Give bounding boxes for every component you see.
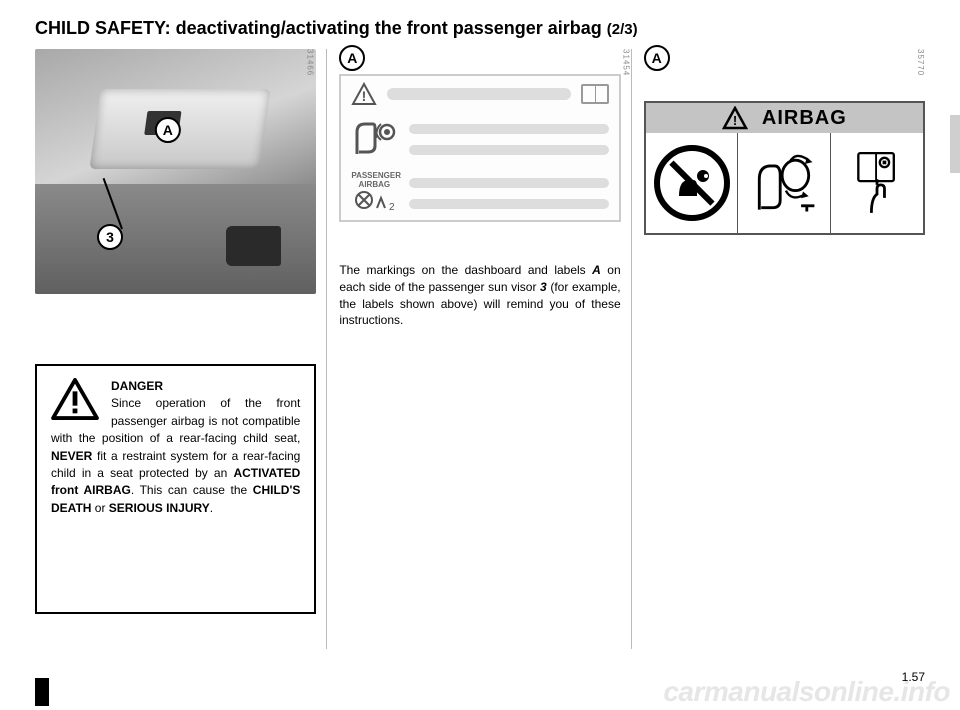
- column-2-body-text: The markings on the dashboard and labels…: [339, 262, 620, 329]
- dashboard-label-diagram: !: [339, 74, 620, 222]
- child-seat-icon: [351, 118, 397, 160]
- airbag-header-text: AIRBAG: [762, 107, 847, 130]
- image-number-col1: 31466: [305, 49, 314, 76]
- airbag-warning-icon: !: [722, 106, 748, 130]
- page-title-main: CHILD SAFETY: deactivating/activating th…: [35, 18, 607, 38]
- svg-text:2: 2: [389, 202, 395, 212]
- circle-marker-a-col3: A: [644, 45, 670, 71]
- circle-marker-a: A: [155, 117, 181, 143]
- danger-warning-box: DANGER Since operation of the front pass…: [35, 364, 316, 614]
- col2-marker-a: A: [339, 45, 365, 71]
- text-placeholder-line: [409, 124, 608, 134]
- diagram-row-2: PASSENGER AIRBAG 2: [341, 166, 618, 220]
- column-3: A 35770 ! AIRBAG: [644, 49, 925, 649]
- sun-visor: A: [89, 89, 270, 169]
- car-door-area: [35, 184, 316, 294]
- page-title-sub: (2/3): [607, 21, 638, 38]
- marker-a-text-col2: A: [347, 50, 357, 66]
- column-1: 31466 A 3: [35, 49, 327, 649]
- diagram-text-bar: [387, 88, 570, 100]
- side-tab: [950, 115, 960, 173]
- image-number-col3: 35770: [916, 49, 925, 76]
- text-placeholder-line: [409, 178, 608, 188]
- diagram-lines-2: [409, 172, 608, 214]
- circle-marker-3: 3: [97, 224, 123, 250]
- airbag-panel-header: ! AIRBAG: [646, 103, 923, 133]
- small-warning-icon: !: [351, 82, 377, 106]
- passenger-airbag-icon: PASSENGER AIRBAG 2: [351, 172, 397, 214]
- passenger-airbag-label: PASSENGER AIRBAG: [351, 172, 397, 190]
- marker-a-text: A: [163, 122, 173, 138]
- text-placeholder-line: [409, 199, 608, 209]
- side-mirror: [226, 226, 281, 266]
- column-2: A 31454 !: [339, 49, 631, 649]
- page-title-row: CHILD SAFETY: deactivating/activating th…: [35, 18, 925, 39]
- footer-black-tab: [35, 678, 49, 706]
- content-columns: 31466 A 3: [35, 49, 925, 649]
- svg-text:!: !: [362, 88, 367, 104]
- text-placeholder-line: [409, 145, 608, 155]
- marker-a-text-col3: A: [652, 50, 662, 66]
- manual-page: CHILD SAFETY: deactivating/activating th…: [0, 0, 960, 710]
- danger-heading: DANGER: [111, 379, 163, 393]
- marker-3-text: 3: [106, 229, 114, 245]
- airbag-cell-seat: [738, 133, 831, 233]
- prohibit-circle-icon: [654, 145, 730, 221]
- marker-a-on-visor: A: [155, 117, 181, 143]
- marker-3: 3: [97, 224, 123, 250]
- diagram-lines-1: [409, 118, 608, 160]
- manual-book-icon: [581, 84, 609, 104]
- airbag-panel-body: [646, 133, 923, 233]
- diagram-row-1: [341, 112, 618, 166]
- airbag-cell-prohibit: [646, 133, 739, 233]
- sun-visor-illustration: 31466 A 3: [35, 49, 316, 294]
- airbag-warning-panel: ! AIRBAG: [644, 101, 925, 235]
- airbag-cell-manual: [831, 133, 923, 233]
- col3-marker-a: A: [644, 45, 670, 71]
- diagram-header: !: [341, 76, 618, 112]
- svg-text:!: !: [733, 113, 737, 128]
- circle-marker-a-col2: A: [339, 45, 365, 71]
- warning-triangle-icon: [51, 378, 99, 420]
- image-number-col2: 31454: [622, 49, 631, 76]
- watermark-text: carmanualsonline.info: [663, 676, 950, 708]
